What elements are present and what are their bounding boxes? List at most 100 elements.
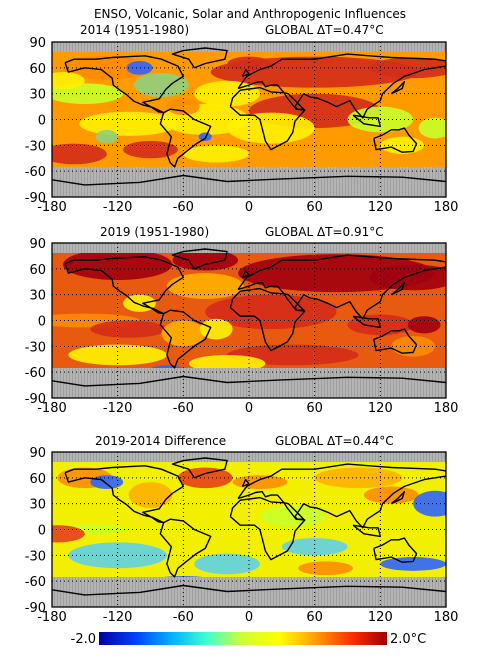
lon-tick-label: 0 [245,401,253,416]
lon-tick-label: 120 [368,610,393,625]
anomaly-region [380,136,425,154]
lon-tick-label: 180 [434,401,459,416]
lon-tick-label: 180 [434,200,459,215]
coastline [373,127,418,153]
lon-tick-label: 120 [368,401,393,416]
anomaly-region [68,542,167,569]
map-frame [51,242,447,399]
lat-tick-label: -30 [25,139,46,154]
anomaly-region [166,273,244,299]
lat-tick-label: -90 [25,392,46,407]
lat-tick-label: 30 [29,498,46,513]
anomaly-region [281,538,348,556]
lat-tick-label: 0 [38,315,46,330]
lat-tick-label: -60 [25,575,46,590]
coastline [237,53,446,119]
lon-tick-label: 180 [434,610,459,625]
coastline [241,269,250,279]
anomaly-region [369,57,446,79]
coastline [229,86,306,151]
anomaly-region [134,73,189,98]
lon-tick-label: 60 [306,200,323,215]
map-panel-2014: 2014 (1951-1980) GLOBAL ΔT=0.47°C 90 60 30… [25,23,459,215]
lat-tick-label: 30 [29,289,46,304]
anomaly-region [183,145,249,163]
anomaly-region [79,111,178,136]
anomaly-region [418,117,446,139]
anomaly-region [380,557,446,571]
coastline [171,47,228,69]
lon-tick-label: -120 [103,610,133,625]
coastline [159,108,212,168]
lon-tick-label: -120 [103,401,133,416]
anomaly-region [227,112,315,144]
panel-title-left: 2019-2014 Difference [95,434,226,448]
lat-tick-label: -30 [25,340,46,355]
lon-tick-label: 60 [306,610,323,625]
anomaly-region [227,56,271,71]
lat-axis-labels: 90 60 30 0 -30 -60 -90 [25,446,46,616]
anomaly-region [52,72,85,90]
lat-tick-label: 30 [29,88,46,103]
colorbar: -2.0 2.0°C [71,632,426,647]
lat-tick-label: 90 [29,36,46,51]
colorbar-gradient [99,632,387,645]
anomaly-region [413,490,446,517]
lon-tick-label: 60 [306,401,323,416]
coastline [373,328,418,354]
coastline [237,254,446,320]
anomaly-region [90,320,167,338]
coastline [229,496,306,561]
anomaly-region [205,294,337,330]
map-panel-difference: 2019-2014 Difference GLOBAL ΔT=0.44°C 90… [25,434,459,625]
colorbar-min-label: -2.0 [71,632,96,647]
coastline [241,68,250,78]
panel-title-left: 2014 (1951-1980) [80,23,189,37]
anomaly-region [232,475,288,490]
coastline [237,463,446,529]
coastline [171,248,228,270]
coastline [64,465,185,524]
lon-axis-labels: -180 -120 -60 0 60 120 180 [37,401,458,416]
anomaly-region [68,344,167,366]
anomaly-region [126,60,153,75]
lat-tick-label: -90 [25,191,46,206]
coastline [390,281,406,296]
lat-tick-label: 60 [29,472,46,487]
coastline [52,174,446,186]
coastline [390,80,406,95]
coastline [390,490,406,505]
coastline [64,55,185,114]
coastline [171,457,228,479]
anomaly-region [199,318,233,340]
panel-title-right: GLOBAL ΔT=0.91°C [265,225,384,239]
anomaly-region [90,475,124,490]
coastline [159,309,212,369]
coastline [241,478,250,488]
coastlines [52,457,446,596]
lat-axis-labels: 90 60 30 0 -30 -60 -90 [25,237,46,407]
coastlines [52,47,446,186]
lon-axis-labels: -180 -120 -60 0 60 120 180 [37,610,458,625]
lat-tick-label: 60 [29,62,46,77]
lon-tick-label: 120 [368,200,393,215]
panel-title-right: GLOBAL ΔT=0.47°C [265,23,384,37]
lat-tick-label: -30 [25,549,46,564]
coastline [229,287,306,352]
anomaly-region [95,129,118,144]
coastline [373,537,418,563]
anomaly-field [52,55,446,165]
anomaly-region [161,320,206,347]
lon-tick-label: -180 [37,610,67,625]
lat-axis-labels: 90 60 30 0 -30 -60 -90 [25,36,46,206]
map-panel-2019: 2019 (1951-1980) GLOBAL ΔT=0.91°C 90 60 30… [25,225,459,416]
figure-super-title: ENSO, Volcanic, Solar and Anthropogenic … [94,7,406,21]
lat-tick-label: 60 [29,263,46,278]
anomaly-region [194,553,260,575]
map-frame [51,41,447,198]
anomaly-region [259,506,326,527]
anomaly-region [172,249,239,271]
panel-title-left: 2019 (1951-1980) [100,225,209,239]
coastline [159,518,212,578]
